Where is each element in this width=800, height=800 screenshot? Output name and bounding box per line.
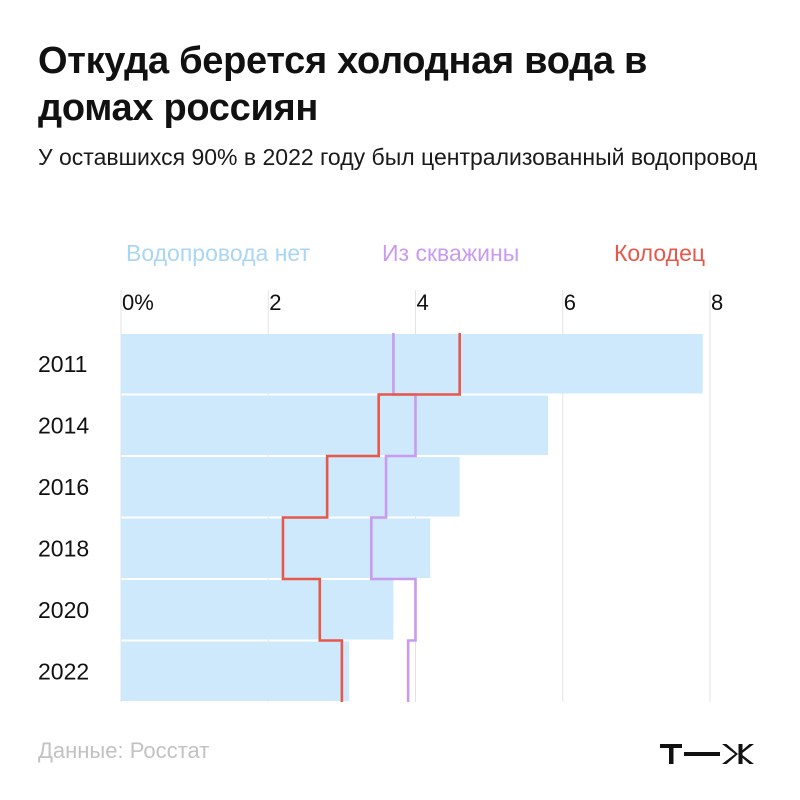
series-line-well	[281, 333, 461, 702]
x-tick-label: 4	[417, 290, 429, 315]
category-label: 2020	[38, 597, 89, 623]
x-tick-label: 2	[269, 290, 281, 315]
tzh-logo	[660, 738, 764, 775]
chart-title: Откуда берется холодная вода в домах рос…	[38, 40, 648, 129]
legend-well: Колодец	[614, 240, 706, 266]
x-tick-label: 6	[564, 290, 576, 315]
bar-no-water	[121, 518, 431, 578]
category-label: 2016	[38, 474, 89, 500]
category-label: 2014	[38, 412, 89, 438]
x-tick-label: 0%	[122, 290, 154, 315]
legend-no-water: Водопровода нет	[126, 240, 310, 266]
x-tick-label: 8	[711, 290, 723, 315]
bar-no-water	[121, 641, 350, 701]
bar-no-water	[121, 395, 549, 455]
category-label: 2011	[38, 351, 87, 377]
chart-subtitle: У оставшихся 90% в 2022 году был централ…	[38, 144, 758, 170]
category-label: 2022	[38, 658, 89, 684]
legend-borehole: Из скважины	[382, 240, 520, 266]
bar-no-water	[121, 580, 394, 640]
category-label: 2018	[38, 535, 89, 561]
bar-no-water	[121, 457, 460, 517]
data-source: Данные: Росстат	[38, 738, 210, 763]
bar-no-water	[121, 334, 703, 394]
